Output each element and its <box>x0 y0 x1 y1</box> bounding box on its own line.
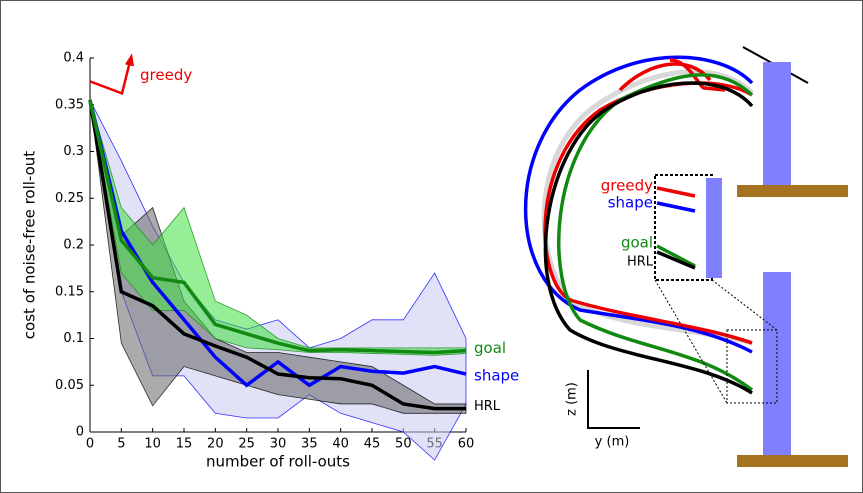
wall <box>763 62 791 185</box>
x-tick-label: 50 <box>395 437 412 452</box>
x-tick-label: 60 <box>458 437 475 452</box>
inset-label: greedy <box>601 177 653 195</box>
x-tick-label: 0 <box>86 437 94 452</box>
y-tick-label: 0.35 <box>55 97 84 112</box>
y-tick-label: 0.4 <box>63 51 84 66</box>
x-tick-label: 35 <box>301 437 318 452</box>
line <box>88 99 466 411</box>
inset-label: shape <box>608 194 653 212</box>
series-label: HRL <box>474 399 501 414</box>
x-tick-label: 40 <box>332 437 349 452</box>
y-tick-label: 0.3 <box>63 144 84 159</box>
y-tick-label: 0.15 <box>55 284 84 299</box>
x-tick-label: 10 <box>144 437 161 452</box>
z-axis-label: z (m) <box>565 382 580 416</box>
x-tick-label: 5 <box>117 437 125 452</box>
diagram: greedy shape goal HRL z (m) y (m) <box>523 46 848 467</box>
inset-label: HRL <box>627 255 654 270</box>
zoom-line <box>711 279 778 331</box>
x-tick-label: 45 <box>364 437 381 452</box>
inset-label: goal <box>621 234 653 252</box>
line <box>88 99 467 388</box>
line <box>88 99 467 355</box>
x-tick-label: 20 <box>207 437 224 452</box>
x-tick-label: 15 <box>176 437 193 452</box>
chart: 0 0.05 0.1 0.15 0.2 0.25 0.3 0.35 0.4 0 5 10 15 20 25 3… <box>55 51 519 461</box>
y-tick-label: 0.25 <box>55 191 84 206</box>
axes-glyph <box>587 370 640 429</box>
shelf <box>737 185 848 197</box>
inset-lines <box>656 186 696 270</box>
arrow-head <box>125 53 134 67</box>
zoom-box <box>726 329 778 404</box>
y-tick-label: 0.1 <box>63 331 84 346</box>
annotation-arrow <box>89 61 132 96</box>
y-axis-glyph-label: y (m) <box>595 435 630 450</box>
wall <box>763 272 791 455</box>
x-axis-label: number of roll-outs <box>206 453 350 471</box>
x-tick-label: 25 <box>238 437 255 452</box>
shelf <box>737 455 848 467</box>
series-label: shape <box>474 367 519 385</box>
inset-wall <box>706 178 722 278</box>
x-tick-label: 30 <box>270 437 287 452</box>
series-label: goal <box>474 339 506 357</box>
y-tick-label: 0.05 <box>55 378 84 393</box>
trajectories <box>523 55 754 395</box>
y-tick-label: 0 <box>76 425 84 440</box>
series-label: greedy <box>140 66 192 84</box>
y-axis-label: cost of noise-free roll-out <box>21 151 39 339</box>
y-tick-label: 0.2 <box>63 238 84 253</box>
